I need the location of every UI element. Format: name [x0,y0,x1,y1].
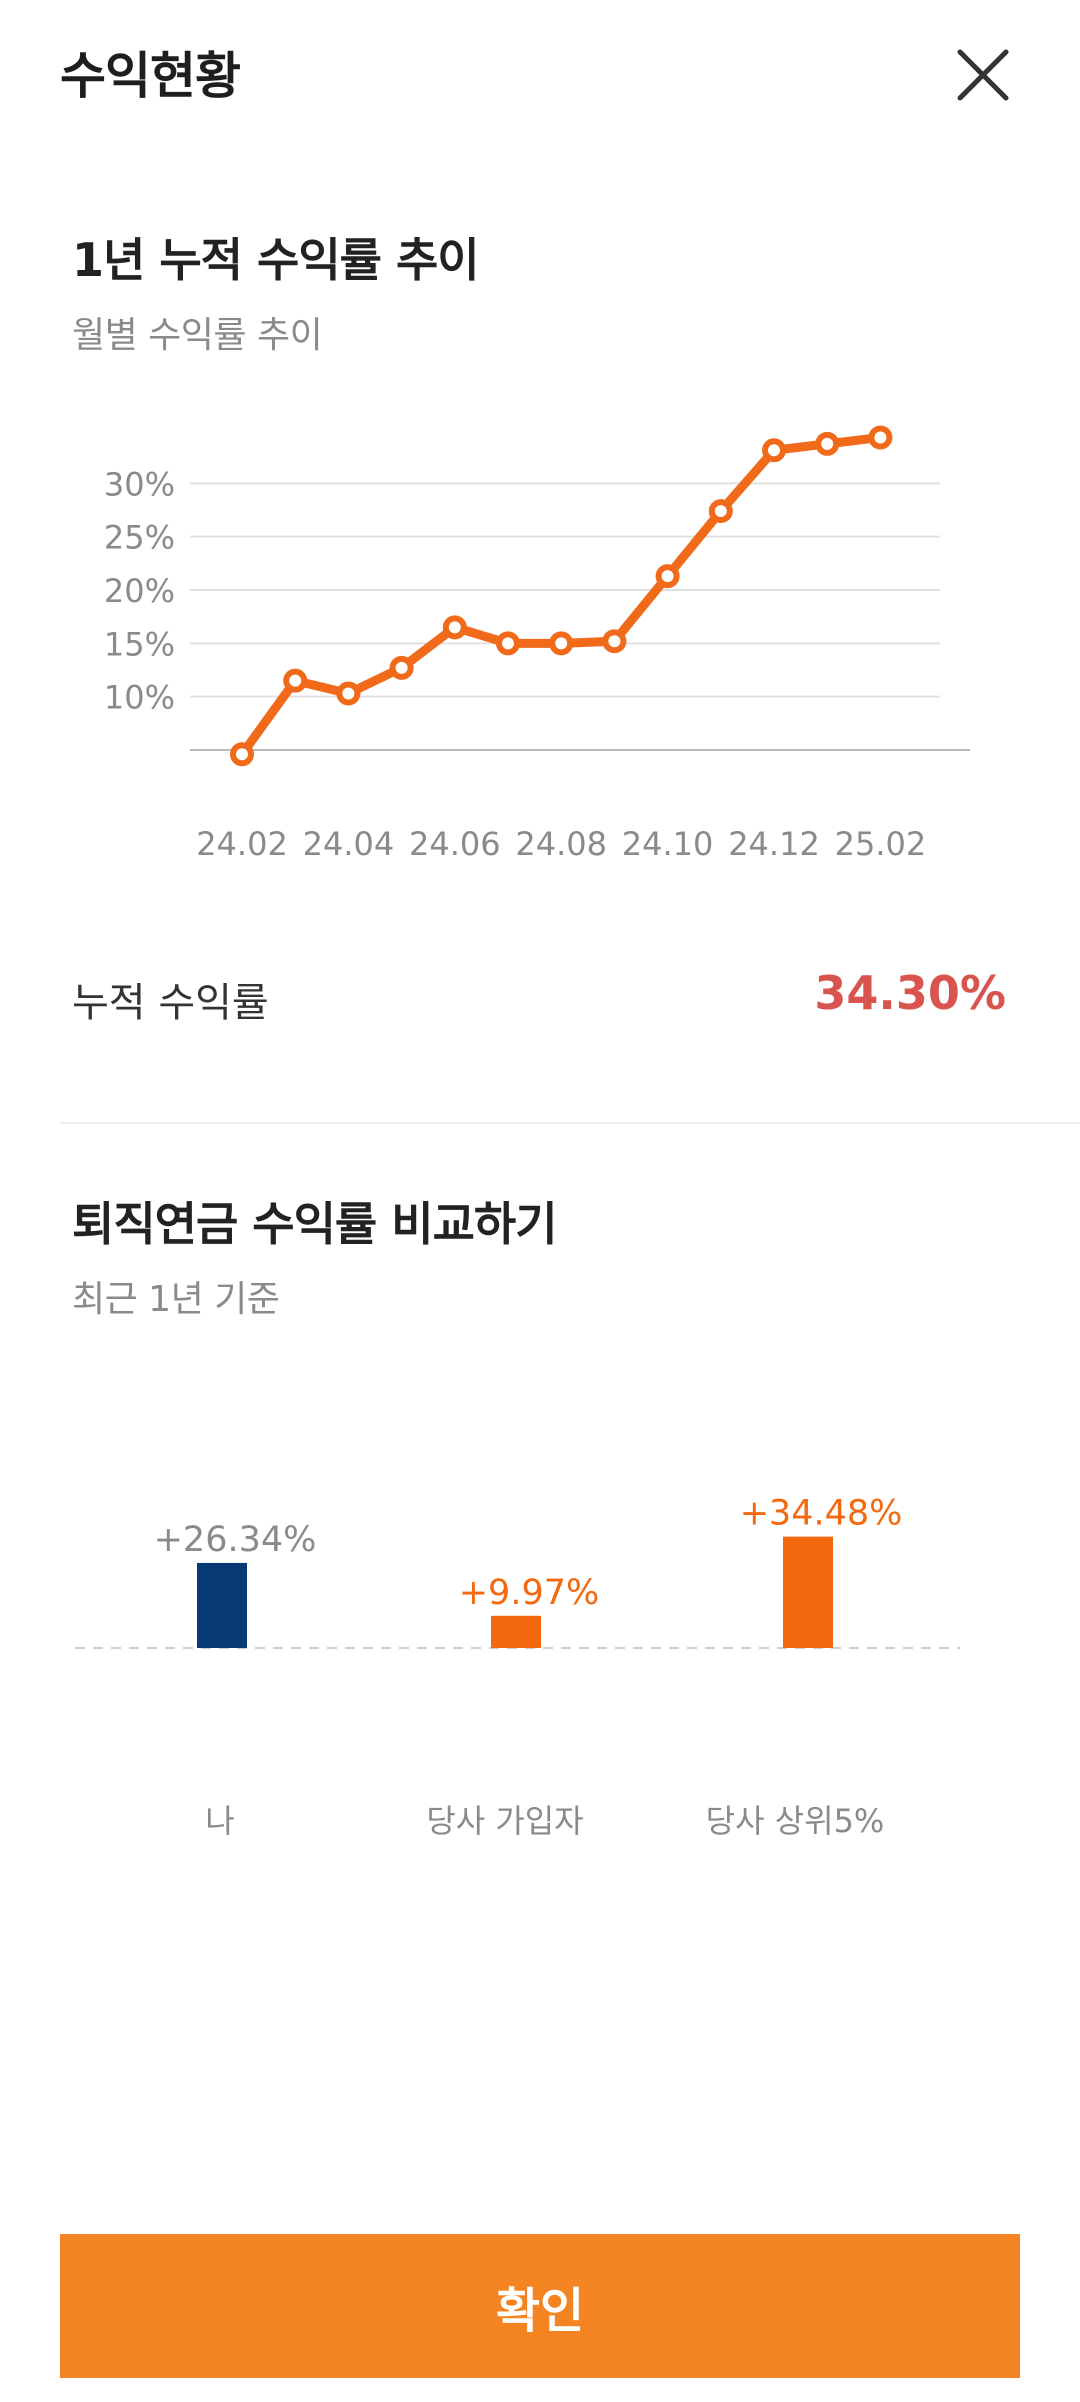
y-tick-label: 15% [104,625,175,663]
y-tick-label: 10% [104,679,175,717]
line-chart: 10% 15% 20% 25% 30% 24.02 24.04 24.06 24.08 24.10… [104,425,970,863]
x-tick-label: 24.08 [515,825,607,863]
section-divider [60,1122,1080,1124]
data-point [815,431,840,456]
x-tick-label: 24.02 [196,825,288,863]
close-button[interactable] [944,36,1022,114]
bar-3 [783,1536,833,1648]
bar-value-label: +34.48% [740,1494,903,1534]
data-point [230,742,254,767]
data-point [549,631,574,656]
x-tick-label: 25.02 [835,825,927,863]
cumulative-return-label: 누적 수익률 [72,980,269,1026]
series-line [237,432,885,759]
bar-value-label: +26.34% [154,1520,317,1560]
y-tick-label: 20% [104,572,175,610]
x-tick-label: 24.12 [728,825,820,863]
bar-category-label: 당사 상위5% [706,1802,885,1840]
x-tick-label: 24.04 [303,825,395,863]
comparison-title: 퇴직연금 수익률 비교하기 [72,1197,558,1251]
page-title: 수익현황 [60,47,241,105]
comparison-subtitle: 최근 1년 기준 [72,1279,280,1320]
trend-subtitle: 월별 수익률 추이 [72,315,323,356]
data-point [389,655,414,680]
bar-category-label: 나 [205,1802,234,1840]
data-point [655,564,680,589]
bar-2 [491,1615,541,1648]
data-point [762,438,786,463]
bar-1 [197,1562,247,1648]
x-tick-label: 24.06 [409,825,501,863]
close-icon[interactable] [955,47,1011,103]
bar-value-label: +9.97% [459,1573,600,1613]
x-tick-label: 24.10 [622,825,714,863]
data-point [442,615,467,640]
y-tick-label: 25% [104,519,175,557]
data-point [336,681,361,706]
data-point [496,631,520,656]
y-tick-label: 30% [104,465,175,503]
bar-category-label: 당사 가입자 [426,1802,583,1840]
data-point [708,499,733,524]
data-point [283,668,308,693]
cumulative-return-value: 34.30% [814,966,1006,1020]
data-point [602,629,627,654]
bar-chart: +26.34% 나 +9.97% 당사 가입자 +34.48% 당사 상위5% [75,1494,960,1840]
confirm-button[interactable]: 확인 [60,2234,1020,2378]
data-point [868,425,893,450]
trend-title: 1년 누적 수익률 추이 [72,233,480,287]
